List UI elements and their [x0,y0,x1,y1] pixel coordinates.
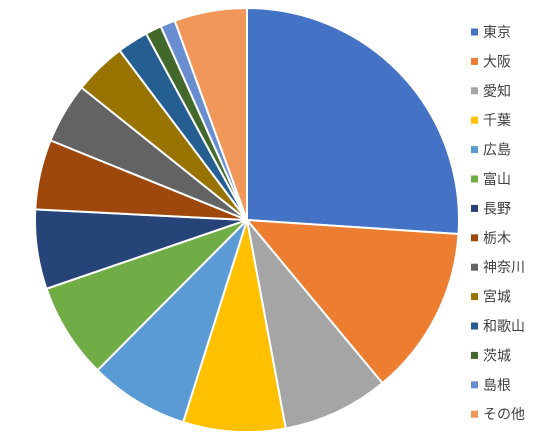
pie-slice-東京 [246,7,460,235]
legend-swatch [471,381,478,389]
legend-swatch [471,87,478,95]
legend-item: その他 [471,407,525,423]
legend-label: 神奈川 [483,260,525,276]
legend-label: 富山 [483,171,511,188]
legend-item: 茨城 [471,348,511,364]
legend-item: 愛知 [471,83,511,100]
legend-swatch [471,28,478,36]
pie-slice-その他 [173,7,248,221]
legend-swatch [471,57,478,65]
legend-swatch [471,234,478,242]
legend-label: 大阪 [483,54,511,70]
legend-label: その他 [483,407,525,423]
legend-label: 千葉 [483,113,511,129]
legend-label: 愛知 [483,83,511,100]
legend-label: 宮城 [483,290,511,306]
legend-item: 千葉 [471,113,511,129]
legend-label: 茨城 [483,348,511,364]
legend-swatch [471,322,478,330]
legend-item: 東京 [471,25,511,41]
pie-slice-広島 [96,219,248,424]
legend-label: 島根 [483,378,511,394]
legend-item: 長野 [471,201,511,217]
legend-swatch [471,146,478,154]
legend-label: 広島 [483,143,511,159]
legend-swatch [471,175,478,183]
legend-label: 長野 [483,201,511,217]
legend-label: 東京 [483,25,511,41]
pie-slices [33,7,460,433]
legend-item: 島根 [471,378,511,394]
legend-item: 大阪 [471,54,511,70]
legend-item: 神奈川 [471,260,525,276]
legend-swatch [471,263,478,271]
legend-label: 和歌山 [483,319,525,335]
pie-slice-愛知 [246,219,384,430]
pie-slice-千葉 [182,219,287,433]
legend-label: 栃木 [483,231,511,247]
pie-slice-大阪 [246,219,460,385]
legend-item: 和歌山 [471,319,525,335]
legend-item: 富山 [471,171,511,188]
legend-item: 宮城 [471,290,511,306]
legend-swatch [471,351,478,359]
legend-item: 広島 [471,143,511,159]
legend-item: 栃木 [471,231,511,247]
legend-swatch [471,204,478,212]
legend-swatch [471,116,478,124]
legend-swatch [471,293,478,301]
legend-swatch [471,410,478,418]
